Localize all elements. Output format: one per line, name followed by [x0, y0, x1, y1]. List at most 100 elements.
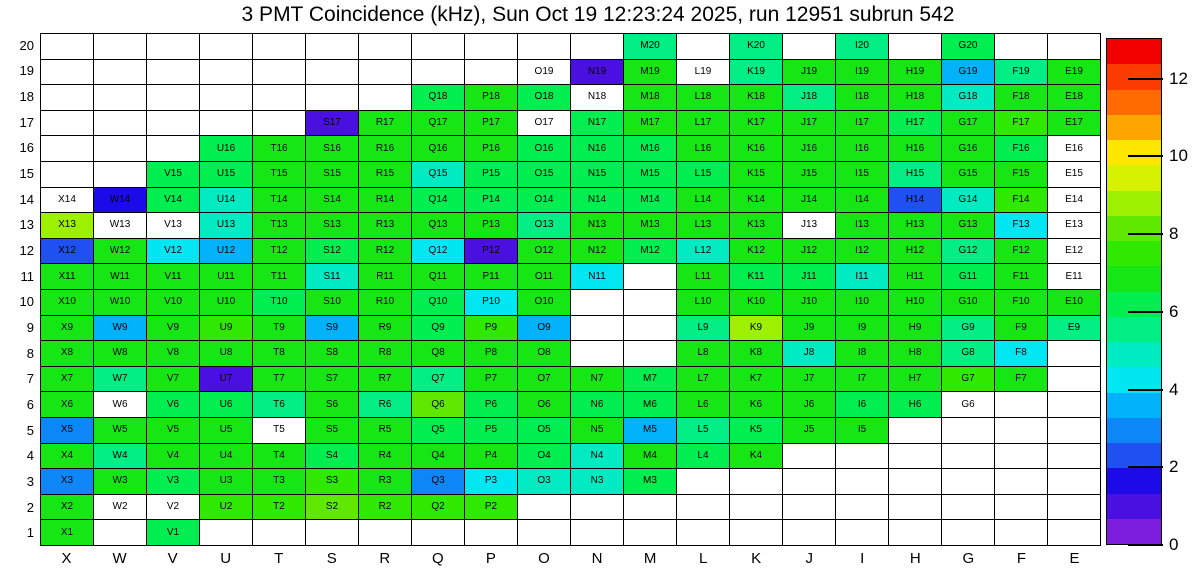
heatmap-cell: O4 [518, 443, 570, 469]
heatmap-cell: R6 [359, 392, 411, 417]
heatmap-cell [412, 59, 464, 85]
heatmap-cell: M17 [624, 110, 676, 136]
heatmap-cell: T2 [253, 494, 305, 520]
heatmap-cell: J10 [783, 290, 835, 315]
heatmap-cell [1048, 392, 1100, 417]
heatmap-cell: T8 [253, 341, 305, 366]
heatmap-cell: G12 [942, 238, 994, 264]
color-scale-tick-label: 0 [1169, 535, 1179, 554]
heatmap-cell [730, 469, 782, 494]
heatmap-cell: S16 [306, 136, 358, 161]
heatmap-cell: U14 [200, 187, 252, 213]
heatmap-cell: H11 [889, 264, 941, 289]
heatmap-cell: N13 [571, 213, 623, 238]
heatmap-cell: K15 [730, 162, 782, 187]
heatmap-cell: L5 [677, 418, 729, 443]
heatmap-cell: S14 [306, 187, 358, 213]
heatmap-cell [306, 520, 358, 545]
heatmap-cell [359, 520, 411, 545]
heatmap-cell [571, 34, 623, 59]
heatmap-cell: Q11 [412, 264, 464, 289]
heatmap-cell: N16 [571, 136, 623, 161]
heatmap-cell [1048, 520, 1100, 545]
x-axis-tick-label: E [1069, 550, 1080, 567]
heatmap-cell [359, 34, 411, 59]
heatmap-cell: H9 [889, 315, 941, 341]
heatmap-cell: Q3 [412, 469, 464, 494]
heatmap-cell: L9 [677, 315, 729, 341]
heatmap-cell: M6 [624, 392, 676, 417]
heatmap-cell [94, 162, 146, 187]
heatmap-cell: X8 [41, 341, 93, 366]
y-axis-tick-label: 14 [19, 191, 34, 207]
heatmap-cell: U2 [200, 494, 252, 520]
heatmap-cell: T9 [253, 315, 305, 341]
y-axis-tick-label: 15 [19, 166, 34, 182]
heatmap-cell: R13 [359, 213, 411, 238]
heatmap-cell: E9 [1048, 315, 1100, 341]
heatmap-cell: W13 [94, 213, 146, 238]
y-axis-tick-label: 9 [26, 319, 34, 335]
heatmap-cell: W7 [94, 366, 146, 392]
heatmap-cell: M7 [624, 366, 676, 392]
heatmap-cell: H10 [889, 290, 941, 315]
heatmap-cell [1048, 366, 1100, 392]
heatmap-cell: L19 [677, 59, 729, 85]
heatmap-cell [624, 290, 676, 315]
heatmap-cell: W14 [94, 187, 146, 213]
heatmap-cell: N11 [571, 264, 623, 289]
heatmap-cell: Q7 [412, 366, 464, 392]
x-axis-tick-label: U [220, 550, 232, 567]
heatmap-cell [147, 85, 199, 110]
heatmap-cell: I12 [836, 238, 888, 264]
color-scale-band [1107, 89, 1161, 115]
heatmap-cell: V15 [147, 162, 199, 187]
heatmap-cell: T12 [253, 238, 305, 264]
color-scale-tick [1128, 233, 1163, 236]
heatmap-cell: G14 [942, 187, 994, 213]
heatmap-cell [889, 494, 941, 520]
heatmap-cell [942, 418, 994, 443]
heatmap-cell: U10 [200, 290, 252, 315]
heatmap-cell [41, 110, 93, 136]
heatmap-cell: S15 [306, 162, 358, 187]
heatmap-cell: O17 [518, 110, 570, 136]
heatmap-cell: F12 [995, 238, 1047, 264]
y-axis-tick-label: 17 [19, 114, 34, 130]
heatmap-cell [677, 494, 729, 520]
heatmap-cell [465, 34, 517, 59]
heatmap-cell [836, 494, 888, 520]
heatmap-cell: W9 [94, 315, 146, 341]
heatmap-cell: I15 [836, 162, 888, 187]
heatmap-cell: G10 [942, 290, 994, 315]
heatmap-cell [783, 469, 835, 494]
heatmap-cell: W2 [94, 494, 146, 520]
heatmap-cell [677, 520, 729, 545]
heatmap-cell: W3 [94, 469, 146, 494]
heatmap-cell: E17 [1048, 110, 1100, 136]
heatmap-cell: T6 [253, 392, 305, 417]
heatmap-cell: K7 [730, 366, 782, 392]
heatmap-cell: K5 [730, 418, 782, 443]
heatmap-cell [465, 59, 517, 85]
color-scale-band [1107, 518, 1161, 544]
heatmap-cell: P17 [465, 110, 517, 136]
color-scale-tick [1128, 466, 1163, 469]
heatmap-cell [94, 136, 146, 161]
x-axis-tick-label: L [698, 550, 708, 567]
heatmap-cell [995, 392, 1047, 417]
x-axis-tick-label: I [860, 550, 865, 567]
color-scale-band [1107, 215, 1161, 241]
x-axis-tick-label: S [326, 550, 337, 567]
heatmap-cell: R4 [359, 443, 411, 469]
heatmap-cell: H12 [889, 238, 941, 264]
color-scale-band [1107, 468, 1161, 494]
color-scale-tick-label: 8 [1169, 224, 1179, 244]
heatmap-cell: I18 [836, 85, 888, 110]
heatmap-cell: V14 [147, 187, 199, 213]
heatmap-cell: M12 [624, 238, 676, 264]
heatmap-cell: L12 [677, 238, 729, 264]
heatmap-cell: X2 [41, 494, 93, 520]
heatmap-cell: U7 [200, 366, 252, 392]
heatmap-cell: J17 [783, 110, 835, 136]
